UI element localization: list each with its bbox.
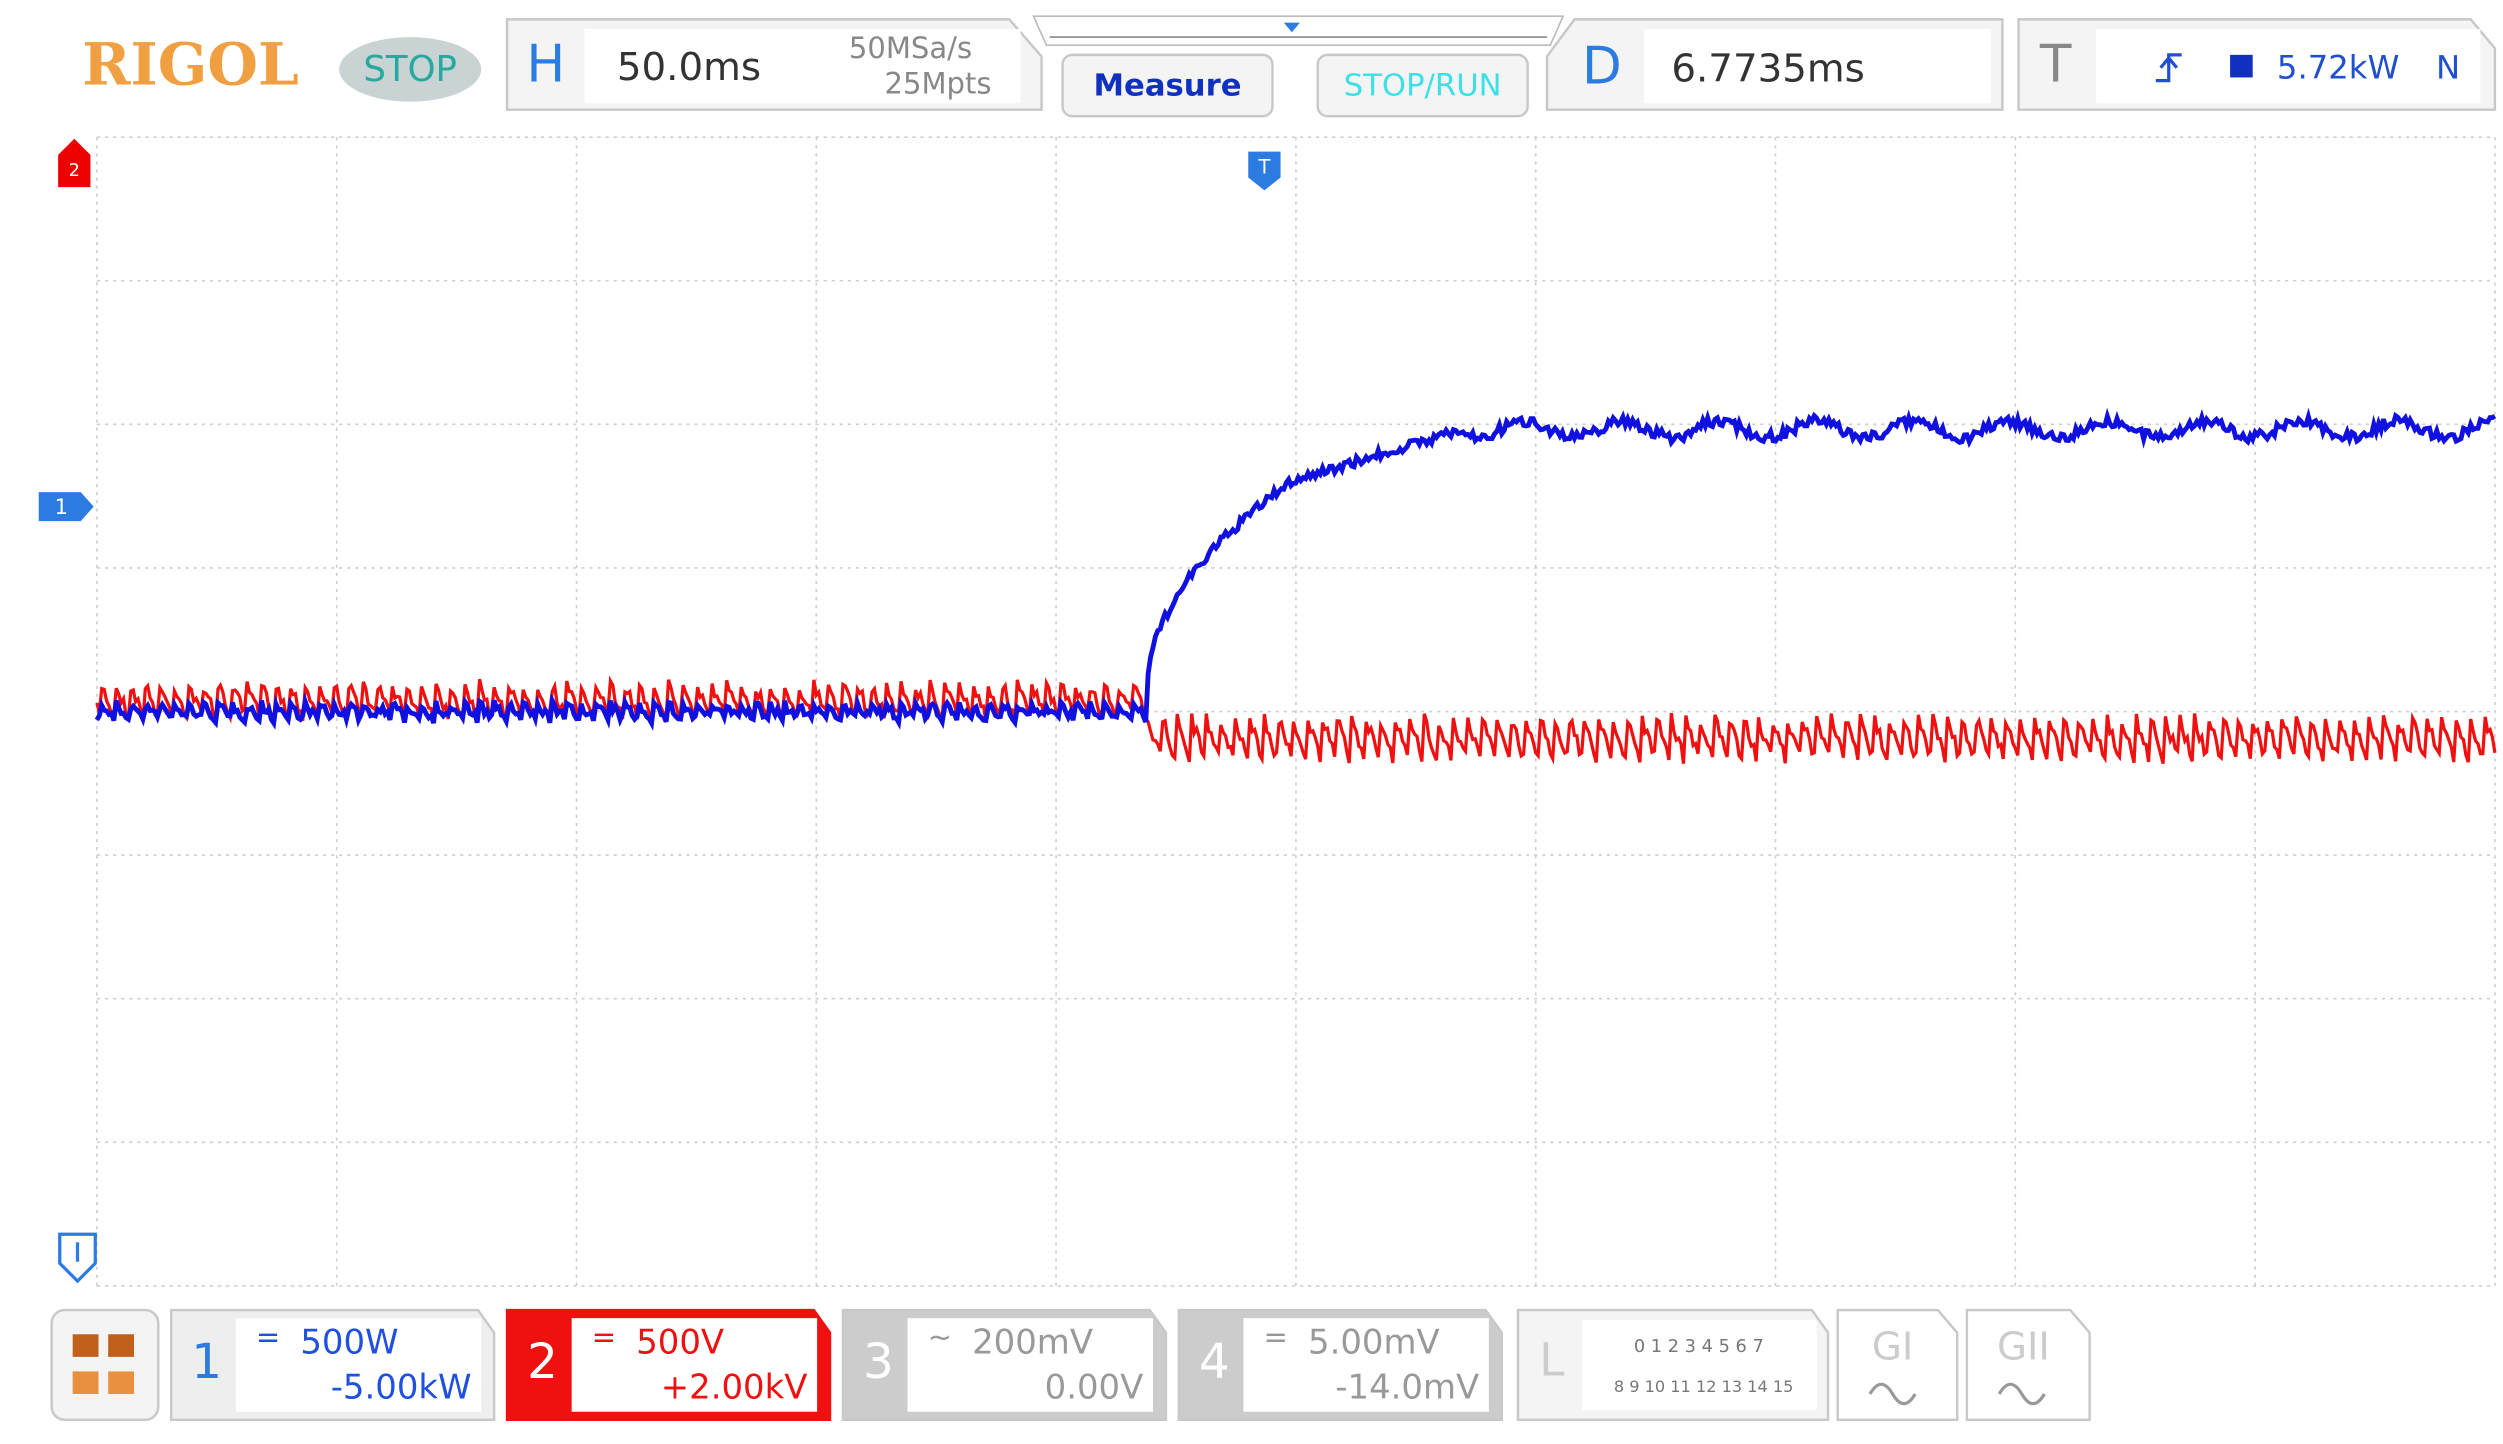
stop-run-text: STOP/RUN [1344,69,1502,104]
logic-bits-low: 0 1 2 3 4 5 6 7 [1634,1337,1764,1357]
coupling-icon: = [1264,1320,1288,1354]
channel-number: 2 [527,1334,558,1390]
logic-box [1582,1319,1817,1411]
gen2-label: GII [1997,1324,2050,1369]
logic-label: L [1539,1333,1564,1386]
delay-value: 6.7735ms [1671,47,1864,92]
edge-icon [2155,53,2182,83]
delay-box [1643,29,1992,104]
trigger-mode: N [2436,48,2460,86]
channel-scale: 500V [636,1322,724,1361]
channel-box [907,1318,1153,1412]
channel-box [1243,1318,1489,1412]
channel-box [235,1318,482,1412]
channel-scale: 5.00mV [1308,1322,1440,1361]
sample-rate: 50MSa/s [849,31,972,65]
coupling-icon: = [592,1320,616,1354]
stop-run-button[interactable] [1316,53,1529,118]
channel-offset: -14.0mV [1335,1368,1479,1407]
menu-icon [72,1334,99,1357]
trigger-position-text: T [1258,155,1271,178]
status-badge[interactable] [339,37,482,102]
measure-text: Measure [1094,69,1242,104]
channel-offset: +2.00kV [661,1368,808,1407]
gen1-label: GI [1872,1324,1913,1369]
logic-bits-high: 8 9 10 11 12 13 14 15 [1614,1377,1794,1396]
horizontal-label: H [526,35,565,95]
gen2-icon [1997,1382,2046,1406]
channel-scale: 200mV [972,1322,1093,1361]
ch2-marker-text: 2 [69,161,80,181]
gen2-panel[interactable] [1965,1308,2091,1422]
channel-number: 1 [191,1334,222,1390]
ch1-trace [94,407,2497,731]
channel-box [571,1318,818,1412]
menu-icon [108,1371,135,1394]
delay-label: D [1582,36,1622,96]
ch2-trace [95,675,2497,765]
ch1-marker-text: 1 [55,495,68,519]
overview-marker [1283,22,1300,33]
channel-number: 4 [1199,1334,1230,1390]
coupling-icon: = [256,1320,280,1354]
channel-scale: 500W [300,1322,398,1361]
brand: RIGOL [82,29,299,98]
channel-offset: -5.00kW [331,1368,472,1407]
status: STOP [363,49,457,90]
menu-icon [72,1371,99,1394]
waveform-overview [1032,15,1565,46]
trigger-position-marker [1248,151,1281,191]
ch2-marker [58,138,91,188]
menu-icon [108,1334,135,1357]
gen1-icon [1868,1382,1917,1406]
menu-button[interactable] [50,1308,160,1422]
channel-panels: 1 = 500W -5.00kW 2 = 500V +2.00kV 3 ~200mV 0.00V 4 =… [169,1308,1504,1422]
ch1-marker [38,492,94,522]
horizontal-box [584,29,1021,104]
timebase: 50.0ms [617,45,761,90]
trigger-level: 5.72kW [2277,48,2399,86]
channel-number: 3 [863,1334,894,1390]
gen1-panel[interactable] [1836,1308,1959,1422]
channel-offset: 0.00V [1045,1368,1144,1407]
coupling-icon: ~ [928,1320,952,1354]
memory-depth: 25Mpts [884,67,991,101]
measure-button[interactable] [1061,53,1274,118]
trigger-label: T [2039,35,2072,95]
source-icon [2230,54,2253,78]
